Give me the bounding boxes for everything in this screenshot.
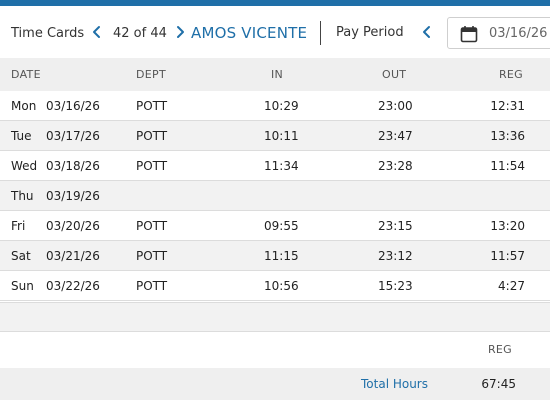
row-date: 03/20/26 bbox=[46, 219, 100, 233]
table-row[interactable]: Tue 03/17/26 POTT 10:11 23:47 13:36 bbox=[0, 121, 550, 151]
column-header-reg: REG bbox=[498, 68, 523, 81]
row-out: 15:23 bbox=[378, 279, 413, 293]
pay-period-label: Pay Period bbox=[336, 25, 404, 40]
row-day: Sun bbox=[11, 279, 34, 293]
table-footer-spacer bbox=[0, 302, 550, 332]
row-out: 23:12 bbox=[378, 249, 413, 263]
chevron-left-icon[interactable] bbox=[89, 23, 105, 41]
row-dept: POTT bbox=[136, 249, 168, 263]
timecard-header: Time Cards 42 of 44 AMOS VICENTE Pay Per… bbox=[0, 6, 550, 58]
row-day: Fri bbox=[11, 219, 26, 233]
row-in: 09:55 bbox=[264, 219, 299, 233]
column-header-out: OUT bbox=[382, 68, 407, 81]
table-header: DATE DEPT IN OUT REG bbox=[0, 58, 550, 91]
row-reg: 11:57 bbox=[490, 249, 525, 263]
row-in: 11:15 bbox=[264, 249, 299, 263]
row-dept: POTT bbox=[136, 219, 168, 233]
row-dept: POTT bbox=[136, 279, 168, 293]
row-reg: 4:27 bbox=[498, 279, 525, 293]
record-counter: 42 of 44 bbox=[113, 26, 167, 41]
row-date: 03/17/26 bbox=[46, 129, 100, 143]
chevron-left-icon[interactable] bbox=[419, 23, 435, 41]
pay-period-date: 03/16/26 - bbox=[489, 26, 550, 41]
row-reg: 12:31 bbox=[490, 99, 525, 113]
row-dept: POTT bbox=[136, 99, 168, 113]
row-reg: 13:20 bbox=[490, 219, 525, 233]
row-day: Mon bbox=[11, 99, 37, 113]
page-title: Time Cards bbox=[11, 26, 85, 41]
row-day: Wed bbox=[11, 159, 38, 173]
employee-name-link[interactable]: AMOS VICENTE bbox=[191, 24, 308, 42]
header-divider bbox=[320, 21, 321, 45]
row-out: 23:15 bbox=[378, 219, 413, 233]
timecard-rows: Mon 03/16/26 POTT 10:29 23:00 12:31 Tue … bbox=[0, 91, 550, 301]
row-date: 03/16/26 bbox=[46, 99, 100, 113]
pay-period-date-field[interactable]: 03/16/26 - bbox=[447, 17, 550, 49]
column-header-dept: DEPT bbox=[136, 68, 166, 81]
row-date: 03/19/26 bbox=[46, 189, 100, 203]
row-out: 23:47 bbox=[378, 129, 413, 143]
total-hours-value: 67:45 bbox=[481, 377, 516, 391]
top-accent-bar bbox=[0, 0, 550, 6]
row-in: 10:56 bbox=[264, 279, 299, 293]
row-reg: 13:36 bbox=[490, 129, 525, 143]
summary-row: Total Hours 67:45 bbox=[0, 368, 550, 400]
table-row[interactable]: Wed 03/18/26 POTT 11:34 23:28 11:54 bbox=[0, 151, 550, 181]
row-out: 23:28 bbox=[378, 159, 413, 173]
row-in: 10:29 bbox=[264, 99, 299, 113]
calendar-icon[interactable] bbox=[460, 25, 478, 43]
table-row[interactable]: Sat 03/21/26 POTT 11:15 23:12 11:57 bbox=[0, 241, 550, 271]
row-reg: 11:54 bbox=[490, 159, 525, 173]
summary-column-reg: REG bbox=[487, 343, 512, 356]
column-header-in: IN bbox=[271, 68, 284, 81]
row-dept: POTT bbox=[136, 129, 168, 143]
table-row[interactable]: Sun 03/22/26 POTT 10:56 15:23 4:27 bbox=[0, 271, 550, 301]
row-in: 10:11 bbox=[264, 129, 299, 143]
row-date: 03/18/26 bbox=[46, 159, 100, 173]
row-dept: POTT bbox=[136, 159, 168, 173]
table-row[interactable]: Thu 03/19/26 bbox=[0, 181, 550, 211]
row-day: Sat bbox=[11, 249, 31, 263]
row-day: Tue bbox=[11, 129, 32, 143]
chevron-right-icon[interactable] bbox=[172, 23, 188, 41]
row-out: 23:00 bbox=[378, 99, 413, 113]
total-hours-label: Total Hours bbox=[361, 377, 428, 391]
row-date: 03/22/26 bbox=[46, 279, 100, 293]
row-in: 11:34 bbox=[264, 159, 299, 173]
table-row[interactable]: Fri 03/20/26 POTT 09:55 23:15 13:20 bbox=[0, 211, 550, 241]
row-day: Thu bbox=[11, 189, 34, 203]
table-row[interactable]: Mon 03/16/26 POTT 10:29 23:00 12:31 bbox=[0, 91, 550, 121]
row-date: 03/21/26 bbox=[46, 249, 100, 263]
column-header-date: DATE bbox=[11, 68, 41, 81]
summary-header: REG bbox=[0, 332, 550, 368]
